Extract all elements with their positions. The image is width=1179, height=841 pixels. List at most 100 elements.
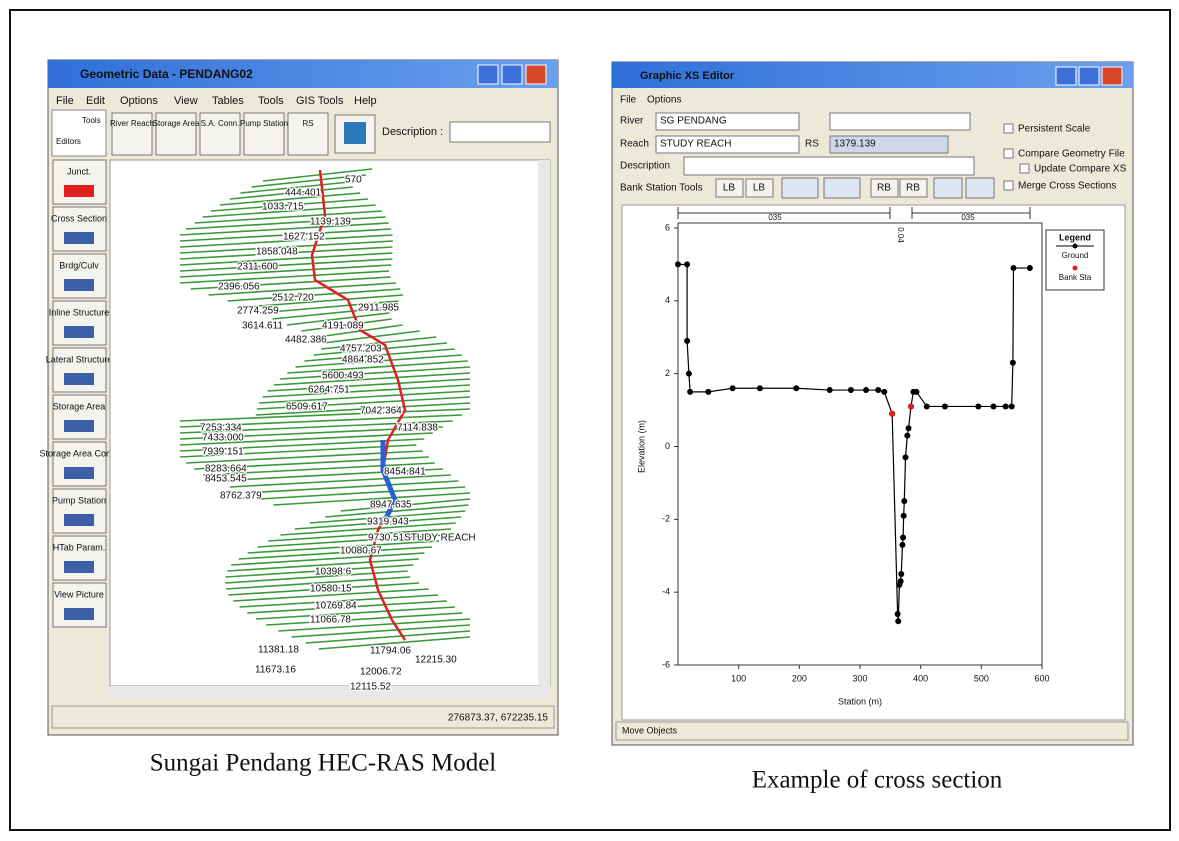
station-label: 6264.751 bbox=[308, 385, 350, 396]
ground-point bbox=[898, 571, 904, 577]
toolbar-button-label: Pump Station bbox=[240, 119, 288, 128]
x-tick-label: 300 bbox=[852, 673, 867, 683]
window-title: Geometric Data - PENDANG02 bbox=[80, 67, 253, 81]
ground-point bbox=[975, 403, 981, 409]
y-axis-label: Elevation (m) bbox=[636, 420, 646, 473]
window-button[interactable] bbox=[526, 65, 546, 84]
bank-station-point bbox=[908, 403, 914, 409]
menu-item: Edit bbox=[86, 95, 105, 107]
editor-icon bbox=[64, 185, 94, 197]
ground-point bbox=[903, 454, 909, 460]
station-label: 7114.838 bbox=[397, 423, 438, 434]
legend-swatch bbox=[1073, 266, 1078, 271]
checkbox[interactable] bbox=[1004, 149, 1013, 158]
ground-point bbox=[895, 611, 901, 617]
checkbox[interactable] bbox=[1004, 181, 1013, 190]
search-input[interactable] bbox=[830, 113, 970, 130]
checkbox-label: Compare Geometry File bbox=[1018, 149, 1125, 160]
menu-item: GIS Tools bbox=[296, 95, 344, 107]
station-label: 11794.06 bbox=[370, 646, 411, 657]
x-tick-label: 600 bbox=[1034, 673, 1049, 683]
ground-point bbox=[906, 425, 912, 431]
reach-value: STUDY REACH bbox=[660, 139, 732, 150]
ground-point bbox=[895, 618, 901, 624]
station-label: 570 bbox=[345, 175, 362, 186]
editor-icon bbox=[64, 467, 94, 479]
river-value: SG PENDANG bbox=[660, 116, 727, 127]
station-label: 3614.611 bbox=[242, 321, 283, 332]
station-label: 12215.30 bbox=[415, 655, 457, 666]
x-axis-label: Station (m) bbox=[838, 696, 882, 706]
x-tick-label: 100 bbox=[731, 673, 746, 683]
station-label: 10580.15 bbox=[310, 584, 352, 595]
ground-point bbox=[942, 403, 948, 409]
station-label: 11381.18 bbox=[258, 645, 299, 656]
description-input[interactable] bbox=[684, 157, 974, 175]
y-tick-label: -2 bbox=[662, 514, 670, 524]
station-label: 11066.78 bbox=[310, 615, 351, 626]
menu-item: Options bbox=[120, 95, 158, 107]
scrollbar bbox=[110, 686, 550, 698]
editor-button-label: Cross Section bbox=[51, 213, 107, 223]
window-button[interactable] bbox=[1056, 67, 1076, 85]
caption: Example of cross section bbox=[752, 767, 1003, 794]
ground-point bbox=[730, 385, 736, 391]
station-label: 9319.943 bbox=[367, 517, 409, 528]
station-label: 2774.259 bbox=[237, 306, 279, 317]
station-label: 1139.139 bbox=[310, 217, 351, 228]
description-input[interactable] bbox=[450, 122, 550, 142]
window-button[interactable] bbox=[478, 65, 498, 84]
tool-button[interactable] bbox=[824, 178, 860, 198]
rs-value: 1379.139 bbox=[834, 139, 876, 150]
x-tick-label: 500 bbox=[974, 673, 989, 683]
tool-button[interactable] bbox=[934, 178, 962, 198]
caption: Sungai Pendang HEC-RAS Model bbox=[150, 750, 497, 777]
ground-point bbox=[684, 261, 690, 267]
ground-point bbox=[848, 387, 854, 393]
ground-point bbox=[863, 387, 869, 393]
menu-item: Tools bbox=[258, 95, 284, 107]
y-tick-label: 0 bbox=[665, 441, 670, 451]
ground-point bbox=[913, 389, 919, 395]
station-label: 6509.617 bbox=[286, 402, 328, 413]
window-button[interactable] bbox=[1079, 67, 1099, 85]
tool-button[interactable] bbox=[782, 178, 818, 198]
menu-item: Help bbox=[354, 95, 377, 107]
ground-point bbox=[1027, 265, 1033, 271]
editor-icon bbox=[64, 373, 94, 385]
station-label: 8454.841 bbox=[384, 467, 426, 478]
tool-button[interactable] bbox=[966, 178, 994, 198]
y-tick-label: 6 bbox=[665, 222, 670, 232]
station-label: 12115.52 bbox=[350, 682, 391, 693]
toolbar-button-label: RS bbox=[302, 119, 313, 128]
station-label: 10398.6 bbox=[315, 567, 352, 578]
menu-item: Tables bbox=[212, 95, 244, 107]
station-label: 5600.493 bbox=[322, 371, 364, 382]
checkbox[interactable] bbox=[1020, 164, 1029, 173]
checkbox[interactable] bbox=[1004, 124, 1013, 133]
station-label: 8947.635 bbox=[370, 500, 412, 511]
window-button[interactable] bbox=[502, 65, 522, 84]
editor-icon bbox=[64, 608, 94, 620]
legend-label: Bank Sta bbox=[1059, 273, 1092, 282]
legend-swatch bbox=[1073, 244, 1078, 249]
station-label: 2396.056 bbox=[218, 282, 260, 293]
window-button[interactable] bbox=[1102, 67, 1122, 85]
bank-button-label: LB bbox=[723, 183, 736, 194]
toolbar-icon bbox=[344, 122, 366, 144]
ground-point bbox=[899, 542, 905, 548]
manning-label: 035 bbox=[961, 213, 975, 222]
ground-point bbox=[990, 403, 996, 409]
station-label: 11673.16 bbox=[255, 665, 296, 676]
checkbox-label: Update Compare XS bbox=[1034, 164, 1127, 175]
editor-button-label: Pump Station bbox=[52, 495, 106, 505]
ground-point bbox=[684, 338, 690, 344]
page: Geometric Data - PENDANG02FileEditOption… bbox=[0, 0, 1179, 841]
editor-icon bbox=[64, 561, 94, 573]
station-label: 7939.151 bbox=[202, 447, 244, 458]
station-label: 1627.152 bbox=[283, 232, 325, 243]
manning-label: 0.04 bbox=[896, 227, 905, 243]
x-tick-label: 200 bbox=[792, 673, 807, 683]
y-tick-label: 4 bbox=[665, 295, 670, 305]
ground-point bbox=[687, 389, 693, 395]
